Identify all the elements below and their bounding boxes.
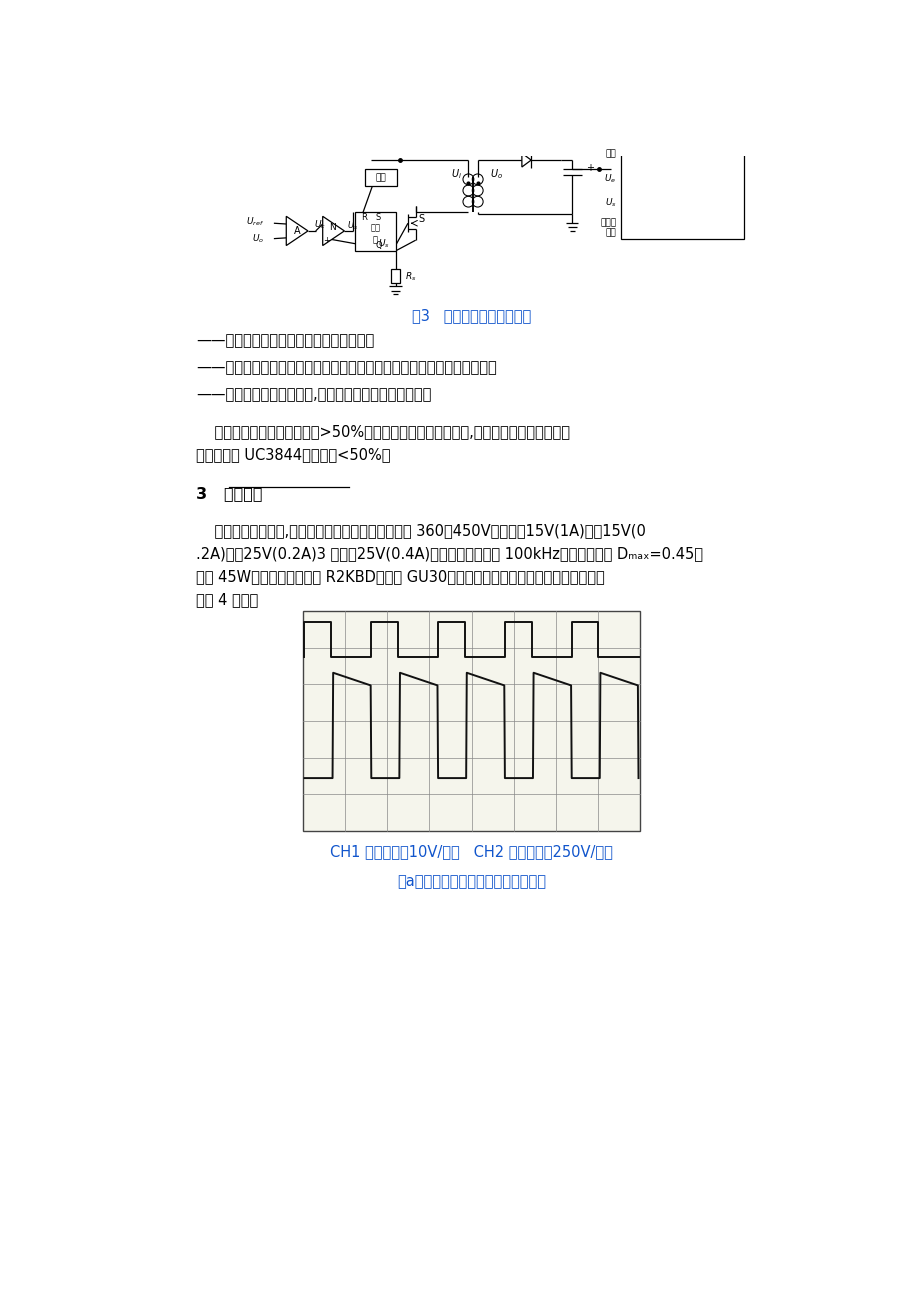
Text: 时钟: 时钟: [375, 173, 386, 182]
Text: $U_o$: $U_o$: [252, 232, 265, 245]
Text: 器: 器: [372, 234, 378, 243]
Bar: [364, 169, 397, 186]
Text: R: R: [360, 214, 366, 223]
Text: ——消除输出滤波电感带来的极点，使二阶系统变为一阶系统，稳定性好；: ——消除输出滤波电感带来的极点，使二阶系统变为一阶系统，稳定性好；: [196, 361, 496, 375]
Text: Q: Q: [375, 241, 381, 250]
Text: $U_c$: $U_c$: [313, 219, 325, 230]
Text: S: S: [376, 214, 380, 223]
Text: $U_s$: $U_s$: [604, 197, 616, 210]
Text: 3   实验结果: 3 实验结果: [196, 486, 263, 501]
Text: 功率 45W。变压器用铁氧体 R2KBD，罐型 GU30，按反激变压器设计原则设计。主要波形: 功率 45W。变压器用铁氧体 R2KBD，罐型 GU30，按反激变压器设计原则设…: [196, 569, 605, 585]
Bar: [391, 268, 400, 283]
Text: $U_i$: $U_i$: [450, 167, 461, 181]
Text: 电流型也有缺点，在占空比>50%时，必须进行电流斜坡补偿,否则系统不稳定。本文采: 电流型也有缺点，在占空比>50%时，必须进行电流斜坡补偿,否则系统不稳定。本文采: [196, 424, 570, 439]
Bar: [302, 612, 640, 831]
Text: ——固有逐个脉冲电流限制,简化了过载保护和短路保护。: ——固有逐个脉冲电流限制,简化了过载保护和短路保护。: [196, 387, 431, 402]
Text: （a）功率管驱动电压与漏源电压波形: （a）功率管驱动电压与漏源电压波形: [397, 874, 545, 889]
Polygon shape: [323, 216, 344, 246]
Text: 图3   峰值电流模式控制原理: 图3 峰值电流模式控制原理: [412, 309, 530, 323]
Text: 锁存: 锁存: [370, 224, 380, 232]
Text: .2A)，＋25V(0.2A)3 路，＋25V(0.4A)；开关工作频率为 100kHz，最大占空比 Dₘₐₓ=0.45；: .2A)，＋25V(0.2A)3 路，＋25V(0.4A)；开关工作频率为 10…: [196, 546, 703, 561]
Text: 时钟: 时钟: [605, 150, 616, 159]
Text: 如图 4 所示。: 如图 4 所示。: [196, 592, 258, 607]
Text: $U_{ref}$: $U_{ref}$: [246, 215, 265, 228]
Polygon shape: [286, 216, 308, 246]
Text: $U_o$: $U_o$: [489, 167, 503, 181]
Bar: [620, 142, 743, 238]
Text: A: A: [293, 227, 301, 236]
Text: N: N: [328, 224, 335, 232]
Text: $R_s$: $R_s$: [404, 271, 415, 284]
Text: $U_s$: $U_s$: [378, 237, 390, 250]
Text: +: +: [323, 236, 330, 245]
Text: 用控制芯片 UC3844，占空比<50%。: 用控制芯片 UC3844，占空比<50%。: [196, 448, 391, 462]
Text: 锁存器
输出: 锁存器 输出: [600, 219, 616, 237]
Text: 利用以上分析结果,设计了一台机内稳压电源。输入 360～450V；输出＋15V(1A)，－15V(0: 利用以上分析结果,设计了一台机内稳压电源。输入 360～450V；输出＋15V(…: [196, 523, 645, 538]
Text: S: S: [418, 215, 425, 224]
Text: ——具有良好的线性调整率，反应速度快；: ——具有良好的线性调整率，反应速度快；: [196, 333, 374, 349]
Text: +: +: [585, 163, 594, 173]
Polygon shape: [521, 154, 530, 167]
Text: $U_e$: $U_e$: [604, 172, 616, 185]
Bar: [355, 212, 395, 251]
Text: CH1 驱动电压（10V/格）   CH2 漏源电压（250V/格）: CH1 驱动电压（10V/格） CH2 漏源电压（250V/格）: [330, 845, 612, 859]
Text: $U_s$: $U_s$: [346, 219, 357, 232]
